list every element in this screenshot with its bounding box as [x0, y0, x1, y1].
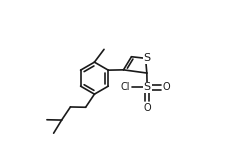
Text: O: O: [143, 103, 151, 113]
Text: S: S: [143, 82, 151, 92]
Text: O: O: [163, 82, 170, 92]
Text: S: S: [144, 53, 151, 63]
Text: Cl: Cl: [121, 82, 130, 92]
